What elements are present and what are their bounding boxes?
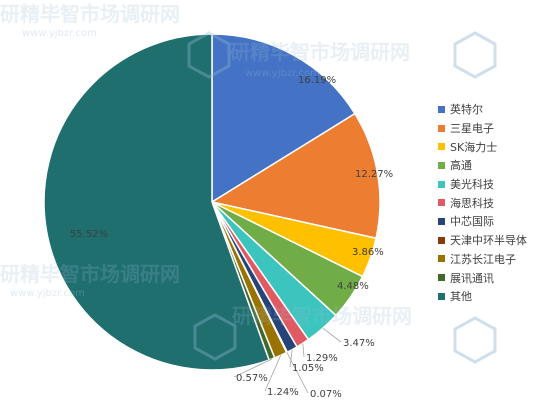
legend-swatch <box>438 124 445 132</box>
data-label-3: 3.86% <box>352 247 384 258</box>
data-label-2: 12.27% <box>355 169 393 180</box>
legend-label: 高通 <box>450 159 472 173</box>
legend-item: 江苏长江电子 <box>438 250 527 269</box>
pie-slice-2 <box>210 112 381 240</box>
data-label-1: 16.19% <box>298 75 336 86</box>
legend-item: 海思科技 <box>438 193 527 212</box>
legend-item: 中芯国际 <box>438 212 527 231</box>
data-label-10: 0.57% <box>236 373 268 384</box>
legend-swatch <box>438 143 445 151</box>
legend-item: 天津中环半导体 <box>438 231 527 250</box>
data-label-6: 1.29% <box>306 353 338 364</box>
legend-item: 美光科技 <box>438 175 527 194</box>
legend-swatch <box>438 217 445 225</box>
leader-line-8 <box>286 352 309 394</box>
leader-lines <box>233 327 342 394</box>
pie-slices <box>43 33 381 371</box>
legend-item: 三星电子 <box>438 119 527 138</box>
legend-label: 中芯国际 <box>450 215 494 229</box>
legend-swatch <box>438 292 445 300</box>
legend-item: 其他 <box>438 287 527 306</box>
legend-label: 其他 <box>450 290 472 304</box>
legend-label: 美光科技 <box>450 178 494 192</box>
legend-label: 三星电子 <box>450 122 494 136</box>
legend-swatch <box>438 199 445 207</box>
legend: 英特尔三星电子 SK海力士高通美光科技海思科技中芯国际天津中环半导体 江苏长江电子展… <box>438 100 527 306</box>
legend-label: SK海力士 <box>450 140 498 154</box>
data-label-7: 1.05% <box>292 363 324 374</box>
legend-label: 展讯通讯 <box>450 271 494 285</box>
legend-swatch <box>438 236 445 244</box>
legend-item: 英特尔 <box>438 100 527 119</box>
legend-swatch <box>438 180 445 188</box>
leader-line-7 <box>289 349 293 368</box>
legend-label: 天津中环半导体 <box>450 234 527 248</box>
legend-swatch <box>438 105 445 113</box>
legend-item: 高通 <box>438 156 527 175</box>
legend-item: 展讯通讯 <box>438 268 527 287</box>
legend-swatch <box>438 161 445 169</box>
pie-slice-1 <box>211 33 356 204</box>
leader-line-6 <box>302 343 305 358</box>
legend-swatch <box>438 255 445 263</box>
leader-line-5 <box>322 327 342 343</box>
legend-label: 海思科技 <box>450 196 494 210</box>
legend-label: 英特尔 <box>450 103 483 117</box>
legend-label: 江苏长江电子 <box>450 252 516 266</box>
data-label-9: 1.24% <box>267 387 299 398</box>
leader-line-10 <box>233 358 273 378</box>
data-label-11: 55.52% <box>70 229 108 240</box>
data-label-8: 0.07% <box>310 389 342 400</box>
data-labels: 16.19% 12.27% 3.86% 4.48% 3.47% 1.29%1.05% 0.0… <box>70 75 393 400</box>
legend-swatch <box>438 274 445 282</box>
data-label-5: 3.47% <box>343 338 375 349</box>
leader-line-9 <box>264 355 282 392</box>
pie-slice-11 <box>43 33 271 371</box>
data-label-4: 4.48% <box>337 281 369 292</box>
legend-item: SK海力士 <box>438 137 527 156</box>
